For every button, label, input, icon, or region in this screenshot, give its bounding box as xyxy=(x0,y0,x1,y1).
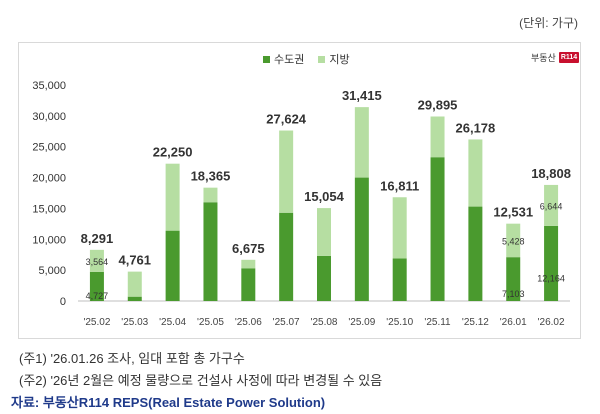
segment-label-local: 3,564 xyxy=(86,257,109,267)
bar-local xyxy=(203,187,218,203)
total-label: 29,895 xyxy=(418,98,458,113)
logo-mark: R114 xyxy=(558,52,580,63)
y-tick-label: 15,000 xyxy=(32,203,66,215)
total-label: 4,761 xyxy=(118,253,151,268)
segment-label-capital: 4,727 xyxy=(86,291,109,301)
bar-local xyxy=(544,184,559,226)
segment-label-local: 6,644 xyxy=(540,201,563,211)
bar-capital xyxy=(89,271,104,301)
chart-frame xyxy=(18,42,581,339)
bar-capital xyxy=(354,177,369,301)
chart-legend: 수도권 지방 xyxy=(263,51,350,67)
x-tick-label: '25.12 xyxy=(462,317,489,328)
y-tick-label: 10,000 xyxy=(32,234,66,246)
x-tick-label: '25.10 xyxy=(386,317,413,328)
bar-local xyxy=(317,208,331,256)
logo-text: 부동산 xyxy=(531,53,556,63)
x-tick-label: '25.06 xyxy=(235,317,262,328)
x-tick-label: '25.04 xyxy=(159,317,186,328)
segment-label-capital: 12,164 xyxy=(537,273,565,283)
total-label: 15,054 xyxy=(304,189,345,204)
legend-item-local: 지방 xyxy=(318,51,350,67)
bar-capital xyxy=(468,206,483,301)
bar-local xyxy=(279,130,294,213)
source-line: 자료: 부동산R114 REPS(Real Estate Power Solut… xyxy=(11,395,326,410)
bar-capital xyxy=(544,225,559,301)
y-tick-label: 30,000 xyxy=(32,111,66,123)
x-tick-label: '25.09 xyxy=(348,317,375,328)
total-label: 18,365 xyxy=(191,169,231,184)
x-tick-label: '25.11 xyxy=(424,317,451,328)
r114-logo: 부동산 R114 xyxy=(531,51,580,64)
footnote-1: (주1) '26.01.26 조사, 임대 포함 총 가구수 xyxy=(19,351,245,366)
legend-item-capital: 수도권 xyxy=(263,51,304,67)
bar-capital xyxy=(506,257,521,301)
total-label: 12,531 xyxy=(493,205,533,220)
legend-label-local: 지방 xyxy=(329,54,350,66)
bar-capital xyxy=(430,157,445,301)
bar-local xyxy=(354,107,369,178)
x-tick-label: '25.05 xyxy=(197,317,224,328)
bar-local xyxy=(506,223,521,258)
bar-local xyxy=(89,249,104,272)
bar-capital xyxy=(317,255,331,301)
bar-capital xyxy=(203,202,218,301)
y-tick-label: 35,000 xyxy=(32,80,66,92)
total-label: 16,811 xyxy=(380,178,419,193)
bar-local xyxy=(241,259,256,269)
x-tick-label: '25.02 xyxy=(83,317,110,328)
total-label: 26,178 xyxy=(456,120,496,135)
x-tick-label: '26.01 xyxy=(500,317,527,328)
y-tick-label: 25,000 xyxy=(32,142,66,154)
legend-swatch-local xyxy=(318,55,326,63)
segment-label-local: 5,428 xyxy=(502,236,525,246)
footnote-2: (주2) '26년 2월은 예정 물량으로 건설사 사정에 따라 변경될 수 있… xyxy=(19,373,383,388)
footnotes: (주1) '26.01.26 조사, 임대 포함 총 가구수 (주2) '26년… xyxy=(19,348,382,392)
bar-capital xyxy=(165,230,180,301)
legend-swatch-capital xyxy=(263,55,270,63)
segment-label-capital: 7,103 xyxy=(502,289,525,299)
bar-capital xyxy=(392,258,407,301)
bar-capital xyxy=(241,268,256,301)
bar-local xyxy=(392,197,407,259)
total-label: 18,808 xyxy=(531,166,571,181)
x-tick-label: '25.03 xyxy=(121,317,148,328)
bar-local xyxy=(468,139,483,207)
bar-capital xyxy=(127,296,142,301)
bar-local xyxy=(165,163,180,231)
bar-local xyxy=(127,271,142,297)
x-tick-label: '25.08 xyxy=(311,317,338,328)
total-label: 31,415 xyxy=(342,88,382,103)
total-label: 8,291 xyxy=(81,231,114,246)
x-tick-label: '26.02 xyxy=(538,317,565,328)
y-tick-label: 20,000 xyxy=(32,173,66,185)
y-tick-label: 5,000 xyxy=(38,265,66,277)
total-label: 22,250 xyxy=(153,145,193,160)
total-label: 27,624 xyxy=(266,112,307,127)
y-tick-label: 0 xyxy=(60,296,66,308)
unit-label: (단위: 가구) xyxy=(519,16,578,30)
x-tick-label: '25.07 xyxy=(273,317,300,328)
bar-local xyxy=(430,116,445,158)
total-label: 6,675 xyxy=(232,241,265,256)
bar-capital xyxy=(279,212,294,301)
legend-label-capital: 수도권 xyxy=(274,54,305,66)
